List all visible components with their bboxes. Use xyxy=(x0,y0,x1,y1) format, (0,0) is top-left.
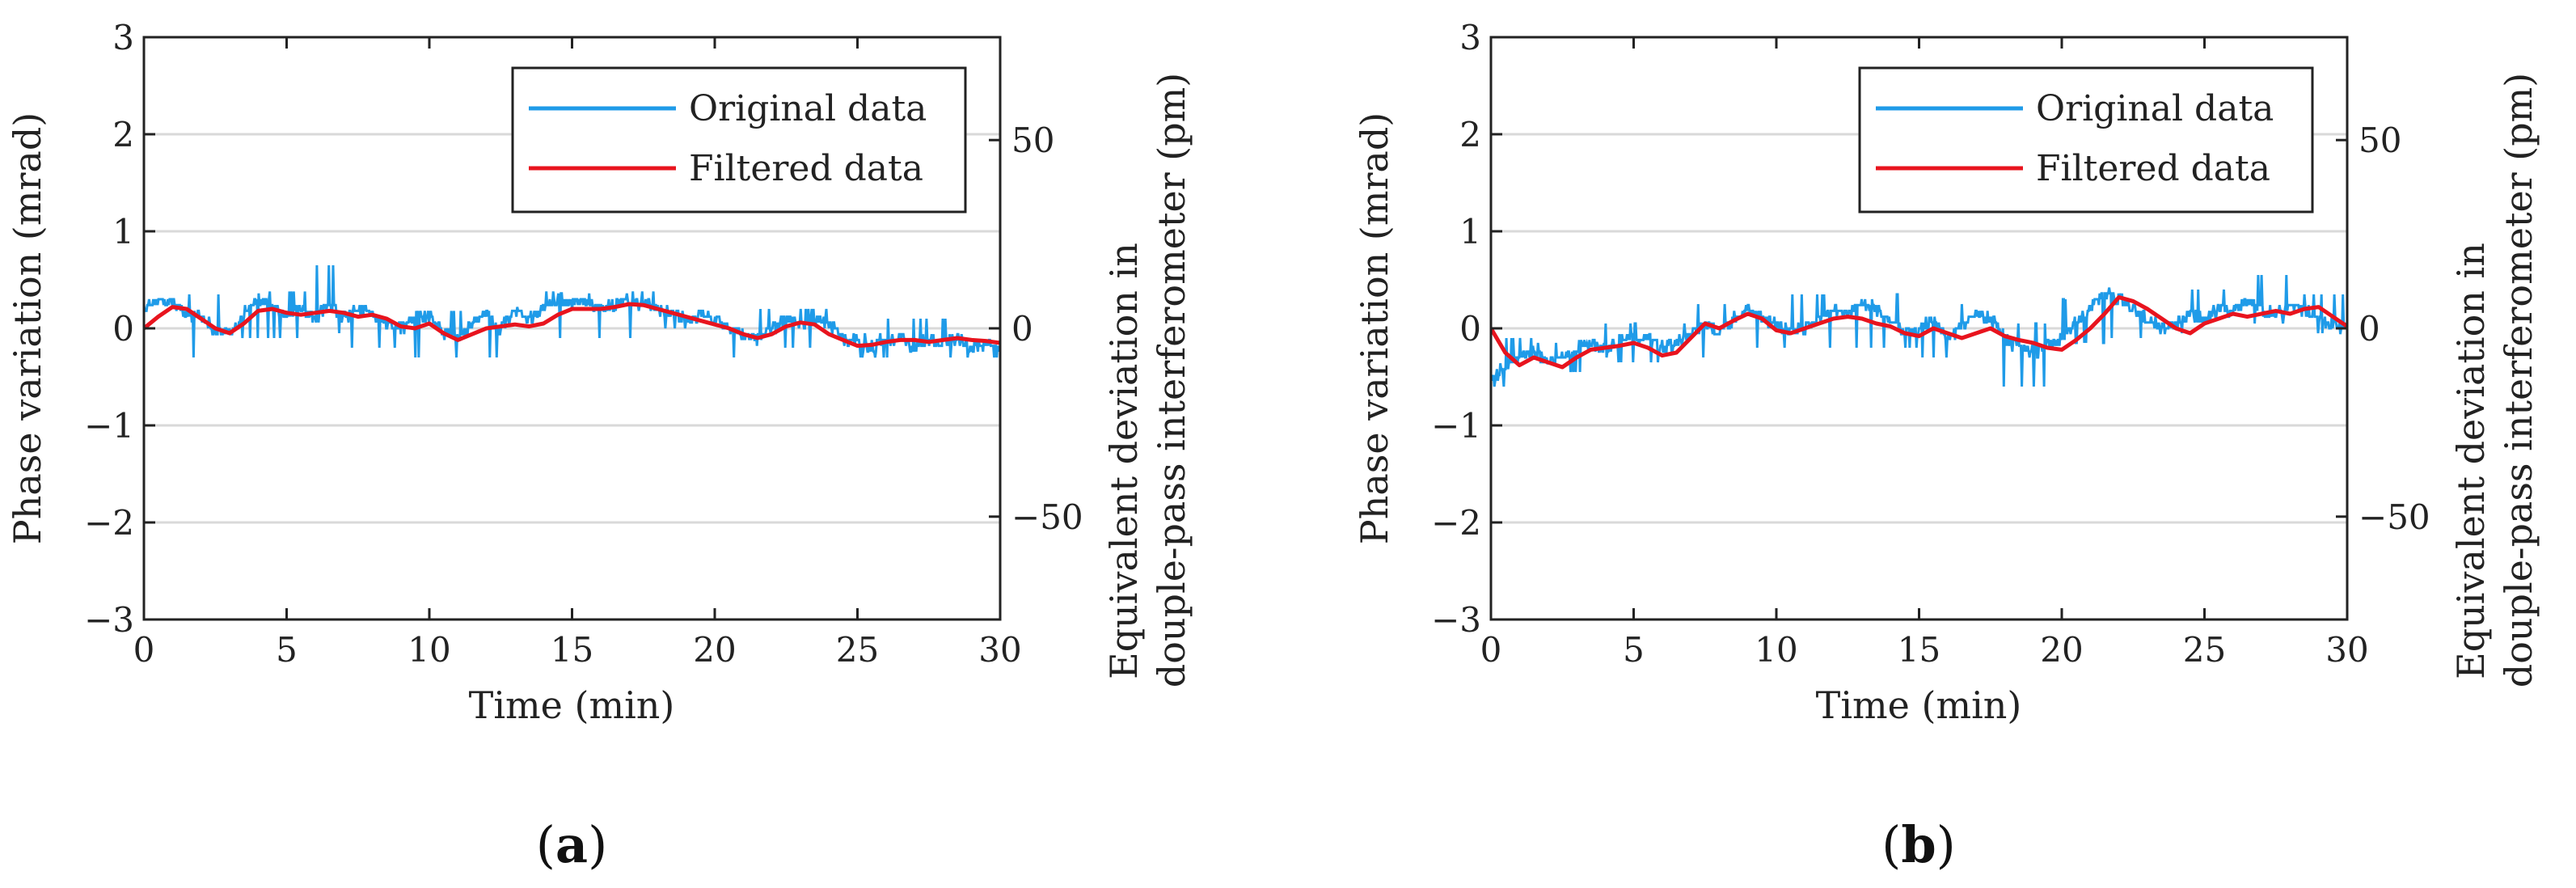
right-tick-label: 0 xyxy=(1011,309,1033,349)
y-axis-label: Phase variation (mrad) xyxy=(6,112,49,545)
y-tick-label: −2 xyxy=(84,503,134,543)
x-tick-label: 20 xyxy=(2040,630,2083,670)
y-tick-label: 1 xyxy=(1459,212,1481,252)
legend-label-original: Original data xyxy=(689,88,927,129)
right-tick-label: 50 xyxy=(1011,121,1054,160)
original-data-line xyxy=(144,264,1000,358)
right-tick-label: 50 xyxy=(2359,121,2401,160)
x-tick-label: 10 xyxy=(408,630,450,670)
y-tick-label: −3 xyxy=(1431,600,1481,640)
x-axis-label: Time (min) xyxy=(1816,683,2022,727)
x-tick-label: 0 xyxy=(133,630,155,670)
x-tick-label: 0 xyxy=(1480,630,1502,670)
legend-label-filtered: Filtered data xyxy=(2036,148,2270,189)
x-axis-ticks: 0 5 10 15 20 25 30 xyxy=(1480,37,2369,670)
x-tick-label: 5 xyxy=(1623,630,1645,670)
x-axis-label: Time (min) xyxy=(469,683,675,727)
panel-label-b: (b) xyxy=(1881,815,1956,874)
x-tick-label: 30 xyxy=(978,630,1021,670)
legend-label-filtered: Filtered data xyxy=(689,148,923,189)
y-tick-label: 0 xyxy=(1459,309,1481,349)
y-tick-label: 3 xyxy=(1459,18,1481,57)
y-tick-label: 3 xyxy=(112,18,134,57)
y-axis-ticks: −3 −2 −1 0 1 2 3 xyxy=(84,18,155,640)
legend: Original data Filtered data xyxy=(1858,66,2314,214)
right-axis-ticks: 50 0 −50 xyxy=(2336,121,2430,537)
chart-panel-a: 0 5 10 15 20 25 30 −3 −2 −1 0 1 2 3 50 0 −50 Time (min… xyxy=(6,18,1193,874)
y-tick-label: −1 xyxy=(84,406,134,446)
y-axis-label: Phase variation (mrad) xyxy=(1353,112,1396,545)
x-tick-label: 30 xyxy=(2325,630,2368,670)
y-tick-label: −3 xyxy=(84,600,134,640)
original-data-series xyxy=(1491,274,2347,387)
legend-box xyxy=(511,66,967,214)
original-data-series xyxy=(144,264,1000,358)
right-tick-label: −50 xyxy=(2359,497,2430,537)
x-tick-label: 10 xyxy=(1755,630,1797,670)
right-axis-label-line2: douple-pass interferometer (pm) xyxy=(2497,73,2540,687)
x-tick-label: 5 xyxy=(276,630,298,670)
original-data-line xyxy=(1491,274,2347,387)
y-tick-label: 2 xyxy=(112,115,134,154)
right-axis-label-line1: Equivalent deviation in xyxy=(1102,243,1146,679)
legend-label-original: Original data xyxy=(2036,88,2274,129)
right-axis-label-line1: Equivalent deviation in xyxy=(2449,243,2493,679)
right-axis-label-line2: douple-pass interferometer (pm) xyxy=(1150,73,1193,687)
y-tick-label: 1 xyxy=(112,212,134,252)
x-tick-label: 25 xyxy=(2183,630,2226,670)
right-tick-label: −50 xyxy=(1011,497,1083,537)
y-tick-label: −1 xyxy=(1431,406,1481,446)
x-tick-label: 15 xyxy=(551,630,593,670)
y-tick-label: 2 xyxy=(1459,115,1481,154)
legend-box xyxy=(1858,66,2314,214)
right-axis-ticks: 50 0 −50 xyxy=(989,121,1083,537)
filtered-data-line xyxy=(1491,295,2347,370)
plot-area xyxy=(1491,274,2347,387)
right-tick-label: 0 xyxy=(2359,309,2380,349)
y-tick-label: 0 xyxy=(112,309,134,349)
x-tick-label: 20 xyxy=(693,630,736,670)
y-tick-label: −2 xyxy=(1431,503,1481,543)
y-axis-ticks: −3 −2 −1 0 1 2 3 xyxy=(1431,18,1502,640)
x-tick-label: 25 xyxy=(836,630,879,670)
x-axis-ticks: 0 5 10 15 20 25 30 xyxy=(133,37,1022,670)
legend: Original data Filtered data xyxy=(511,66,967,214)
panel-label-a: (a) xyxy=(536,815,608,874)
chart-panel-b: 0 5 10 15 20 25 30 −3 −2 −1 0 1 2 3 50 0 −50 Time (min… xyxy=(1353,18,2540,874)
plot-area xyxy=(144,264,1000,358)
filtered-data-line xyxy=(144,302,1000,349)
x-tick-label: 15 xyxy=(1898,630,1940,670)
